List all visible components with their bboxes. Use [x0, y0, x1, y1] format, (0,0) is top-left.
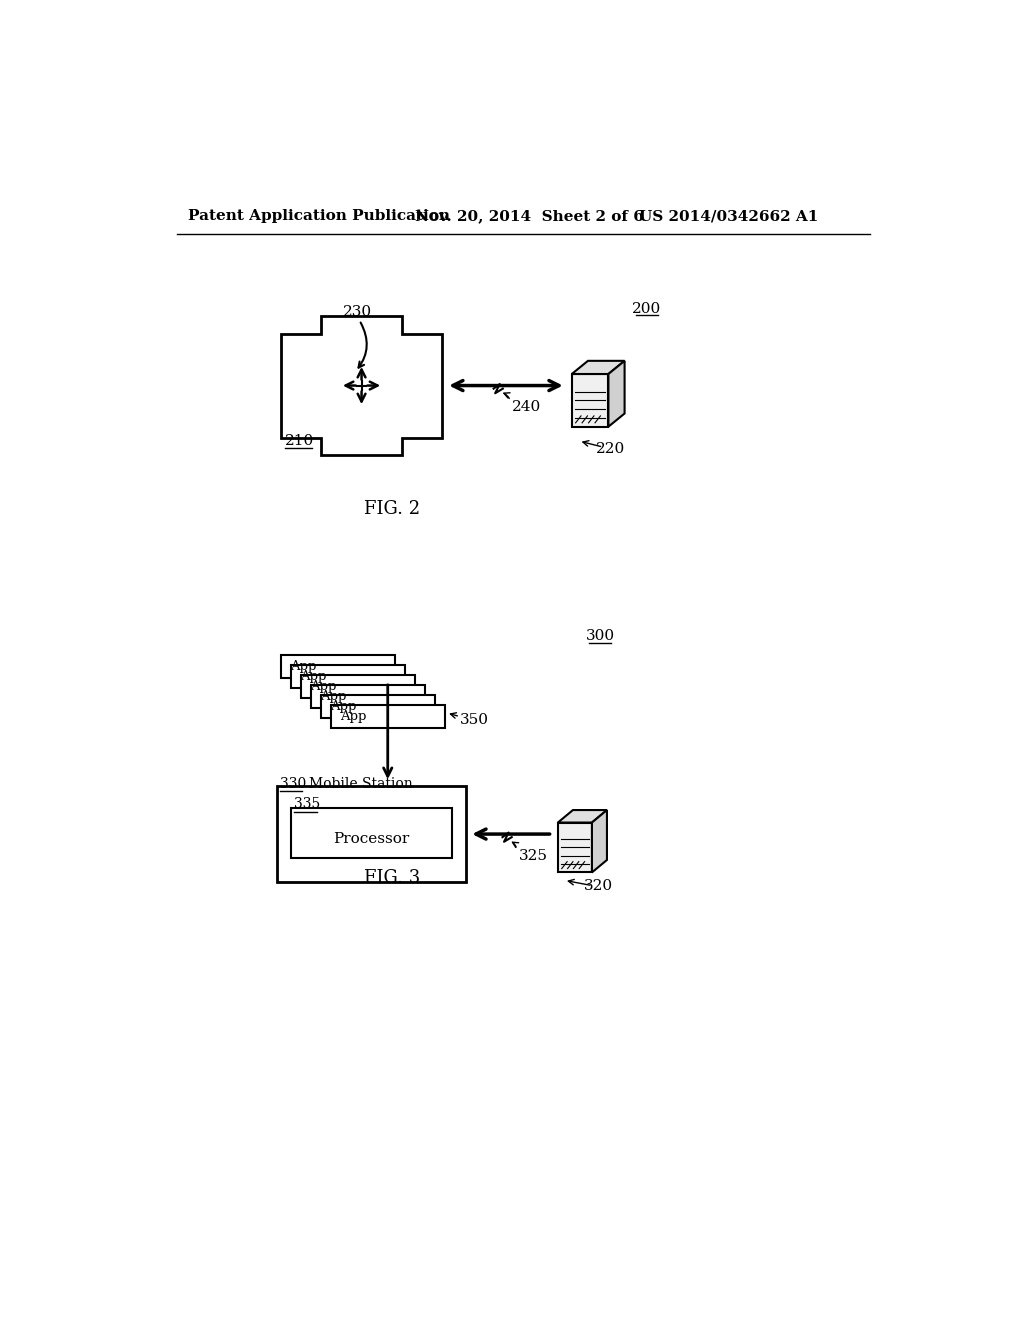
- Text: 325: 325: [518, 849, 548, 863]
- Bar: [291, 665, 404, 688]
- Bar: [571, 374, 608, 426]
- Bar: [321, 696, 435, 718]
- Bar: [281, 655, 394, 678]
- Text: Mobile Station: Mobile Station: [309, 776, 413, 791]
- Text: 350: 350: [460, 714, 489, 727]
- Text: 210: 210: [285, 434, 313, 447]
- Text: 330: 330: [280, 776, 306, 791]
- Text: 200: 200: [632, 301, 662, 315]
- Text: App: App: [319, 690, 346, 704]
- Text: App: App: [300, 671, 327, 684]
- Text: 335: 335: [294, 797, 321, 812]
- Bar: [301, 675, 415, 698]
- Bar: [291, 808, 452, 858]
- Text: 300: 300: [586, 628, 614, 643]
- Text: FIG. 3: FIG. 3: [365, 870, 421, 887]
- Text: FIG. 2: FIG. 2: [365, 500, 421, 517]
- Bar: [310, 685, 425, 708]
- Text: 230: 230: [343, 305, 373, 319]
- Text: 220: 220: [596, 442, 625, 455]
- Text: App: App: [310, 680, 336, 693]
- Bar: [558, 822, 592, 873]
- Text: App: App: [340, 710, 367, 723]
- Polygon shape: [592, 810, 607, 873]
- Text: US 2014/0342662 A1: US 2014/0342662 A1: [639, 209, 818, 223]
- Polygon shape: [558, 810, 607, 822]
- Text: Processor: Processor: [333, 832, 410, 846]
- Text: App: App: [330, 700, 356, 713]
- Text: Nov. 20, 2014  Sheet 2 of 6: Nov. 20, 2014 Sheet 2 of 6: [416, 209, 644, 223]
- Text: Patent Application Publication: Patent Application Publication: [188, 209, 451, 223]
- Bar: [276, 785, 466, 882]
- Polygon shape: [571, 360, 625, 374]
- Text: 240: 240: [512, 400, 542, 414]
- Bar: [331, 705, 444, 729]
- Polygon shape: [608, 360, 625, 426]
- Text: App: App: [290, 660, 316, 673]
- Text: 320: 320: [584, 879, 613, 894]
